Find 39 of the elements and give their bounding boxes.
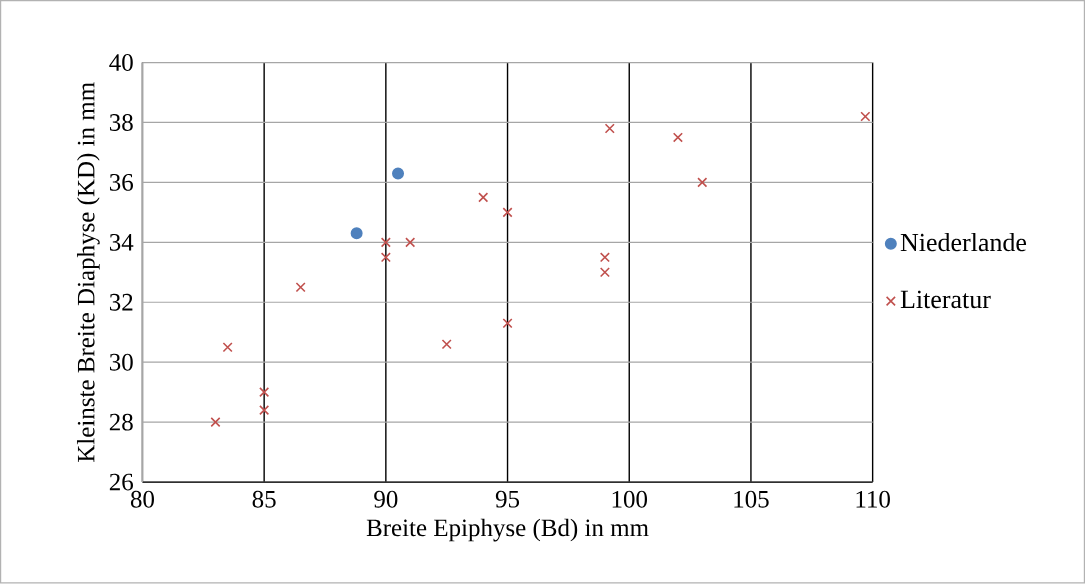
y-tick-label: 28 [109, 413, 133, 431]
y-tick-label: 26 [109, 473, 133, 491]
point [604, 123, 615, 134]
point [405, 237, 416, 248]
point [380, 252, 391, 263]
y-axis-title: Kleinste Breite Diaphyse (KD) in mm [76, 82, 100, 463]
legend-label: Literatur [900, 290, 991, 309]
x-tick-label: 110 [856, 491, 890, 508]
x-tick-label: 105 [734, 491, 769, 508]
point [860, 111, 871, 122]
point [222, 342, 233, 353]
y-tick-label: 34 [109, 234, 134, 251]
x-tick-label: 100 [612, 491, 648, 508]
point [259, 405, 270, 416]
point [350, 227, 363, 240]
point [295, 282, 306, 293]
point [259, 387, 270, 398]
legend-label: Niederlande [900, 233, 1027, 252]
x-axis-title: Breite Epiphyse (Bd) in mm [366, 518, 649, 542]
x-tick-label: 85 [252, 491, 276, 508]
point [392, 167, 405, 180]
x-tick-label: 90 [374, 491, 398, 508]
point [672, 132, 683, 143]
point [210, 417, 221, 428]
point [478, 192, 489, 203]
point [502, 207, 513, 218]
x-tick-label: 80 [130, 491, 154, 508]
point [599, 252, 610, 263]
y-tick-label: 32 [109, 294, 133, 311]
y-tick-label: 36 [109, 174, 133, 192]
point [441, 339, 452, 350]
point [380, 237, 391, 248]
x-tick-label: 95 [495, 490, 520, 508]
point [502, 318, 513, 329]
point [697, 177, 708, 188]
y-tick-label: 40 [109, 54, 133, 72]
y-tick-label: 38 [109, 114, 133, 132]
y-tick-label: 30 [109, 353, 133, 371]
point [599, 267, 610, 278]
